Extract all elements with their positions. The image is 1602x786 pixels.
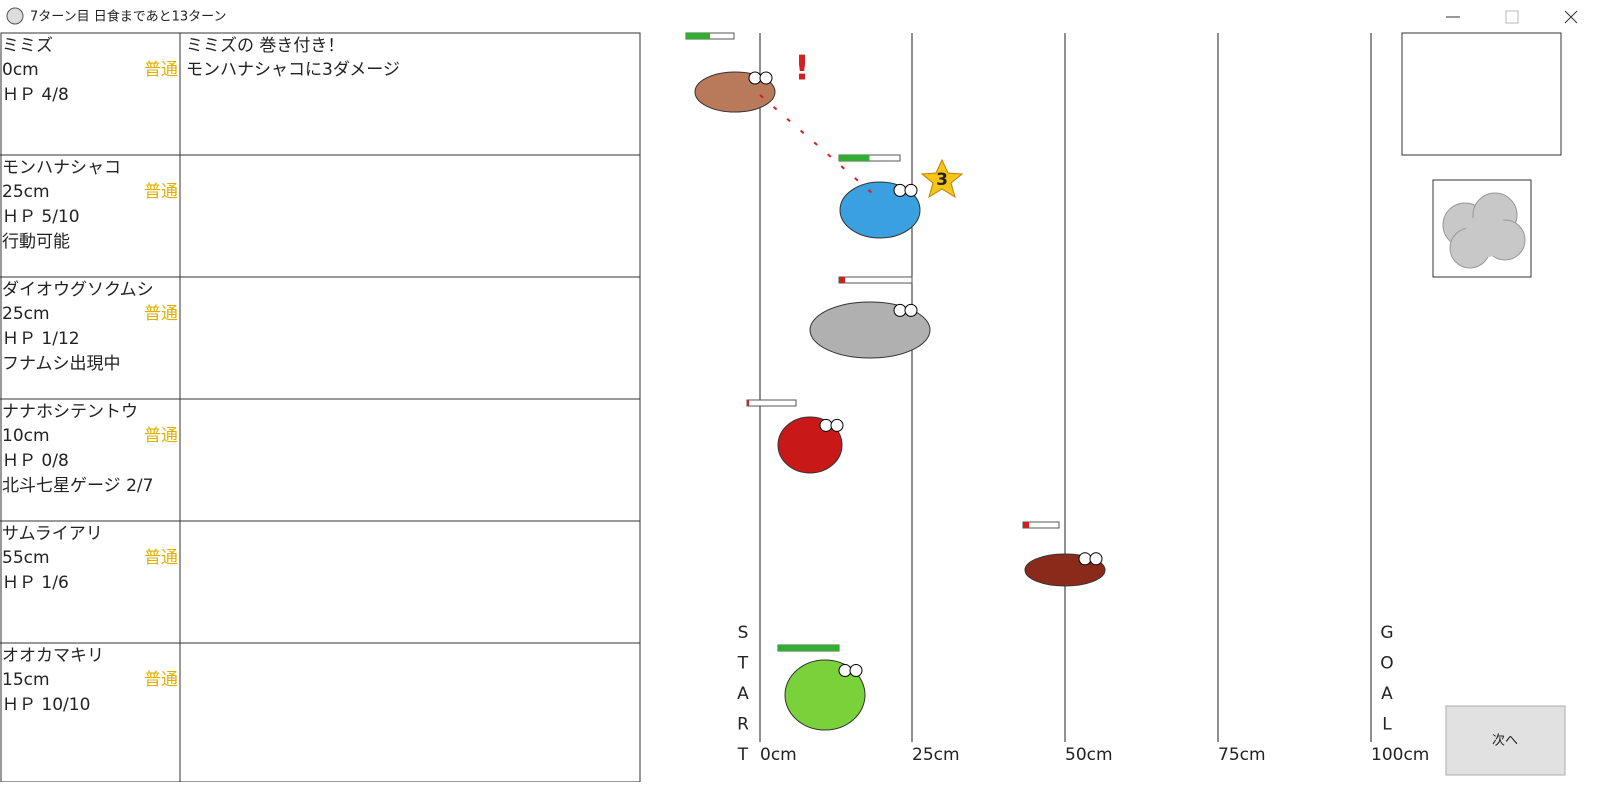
insect-hp: ＨＰ 1/12 [2, 329, 80, 349]
goal-letter: L [1382, 715, 1392, 735]
next-button[interactable] [1445, 705, 1566, 776]
title-bar [0, 0, 1602, 33]
insect-hp: ＨＰ 0/8 [2, 451, 69, 471]
insect-position: 55cm [2, 548, 50, 568]
insect-name: ミミズ [2, 36, 53, 56]
insect-position: 0cm [2, 60, 39, 80]
insect-note: 北斗七星ゲージ 2/7 [2, 476, 153, 496]
insect-name: サムライアリ [2, 524, 103, 544]
start-letter: T [737, 745, 749, 765]
close[interactable] [1564, 10, 1578, 24]
eye [893, 303, 907, 317]
insect-status: 普通 [144, 304, 178, 324]
insect-hp: ＨＰ 4/8 [2, 85, 69, 105]
eye [830, 418, 844, 432]
eye [904, 303, 918, 317]
insect-note: フナムシ出現中 [2, 354, 121, 374]
insect-position: 25cm [2, 304, 50, 324]
hp-bar [747, 400, 749, 406]
hp-bar [839, 277, 846, 283]
damage-star [920, 158, 964, 199]
window-title: 7ターン目 日食まであと13ターン [30, 9, 227, 25]
maximize[interactable] [1505, 10, 1519, 24]
start-letter: T [737, 654, 749, 674]
track-label: 50cm [1065, 745, 1113, 765]
attack-trail [759, 94, 881, 201]
insect-sprite [784, 659, 866, 731]
eye [904, 183, 918, 197]
eye [748, 71, 762, 85]
insect-name: ダイオウグソクムシ [2, 280, 154, 300]
cloud [1442, 192, 1526, 269]
eye [838, 664, 852, 677]
insect-status: 普通 [144, 182, 178, 202]
start-letter: A [737, 684, 749, 704]
insect-name: ナナホシテントウ [2, 402, 138, 422]
insect-status: 普通 [144, 426, 178, 446]
track-label: 0cm [760, 745, 797, 765]
goal-letter: G [1380, 623, 1393, 643]
log-line: モンハナシャコに3ダメージ [186, 60, 400, 80]
track-label: 75cm [1218, 745, 1266, 765]
hp-bar [1023, 522, 1029, 528]
insect-position: 15cm [2, 670, 50, 690]
damage-number: 3 [936, 170, 948, 190]
weather-box [1401, 32, 1562, 156]
log-line: ミミズの 巻き付き！ [186, 36, 344, 56]
insect-hp: ＨＰ 1/6 [2, 573, 69, 593]
start-letter: S [738, 623, 749, 643]
eye [1089, 552, 1103, 566]
insect-position: 10cm [2, 426, 50, 446]
insect-status: 普通 [144, 60, 178, 80]
goal-letter: A [1381, 684, 1393, 704]
next-button-label[interactable]: 次へ [1492, 733, 1518, 749]
insect-name: モンハナシャコ [2, 158, 121, 178]
goal-letter: O [1380, 654, 1393, 674]
eye [1078, 552, 1092, 566]
eye [893, 183, 907, 197]
insect-position: 25cm [2, 182, 50, 202]
hp-bar [839, 155, 870, 161]
eye [759, 71, 773, 85]
start-letter: R [737, 715, 749, 735]
hp-bar-bg [746, 399, 797, 407]
eye [819, 418, 833, 432]
track-label: 100cm [1371, 745, 1429, 765]
alert-mark: ! [794, 49, 810, 89]
insect-hp: ＨＰ 5/10 [2, 207, 80, 227]
insect-note: 行動可能 [2, 232, 70, 252]
insect-status: 普通 [144, 670, 178, 690]
insect-name: オオカマキリ [2, 646, 104, 666]
hp-bar [778, 645, 839, 651]
app-icon [6, 7, 24, 25]
eye [849, 664, 863, 677]
insect-hp: ＨＰ 10/10 [2, 695, 90, 715]
insect-status: 普通 [144, 548, 178, 568]
hp-bar-bg [838, 276, 913, 284]
track-label: 25cm [912, 745, 960, 765]
hp-bar [686, 33, 710, 39]
